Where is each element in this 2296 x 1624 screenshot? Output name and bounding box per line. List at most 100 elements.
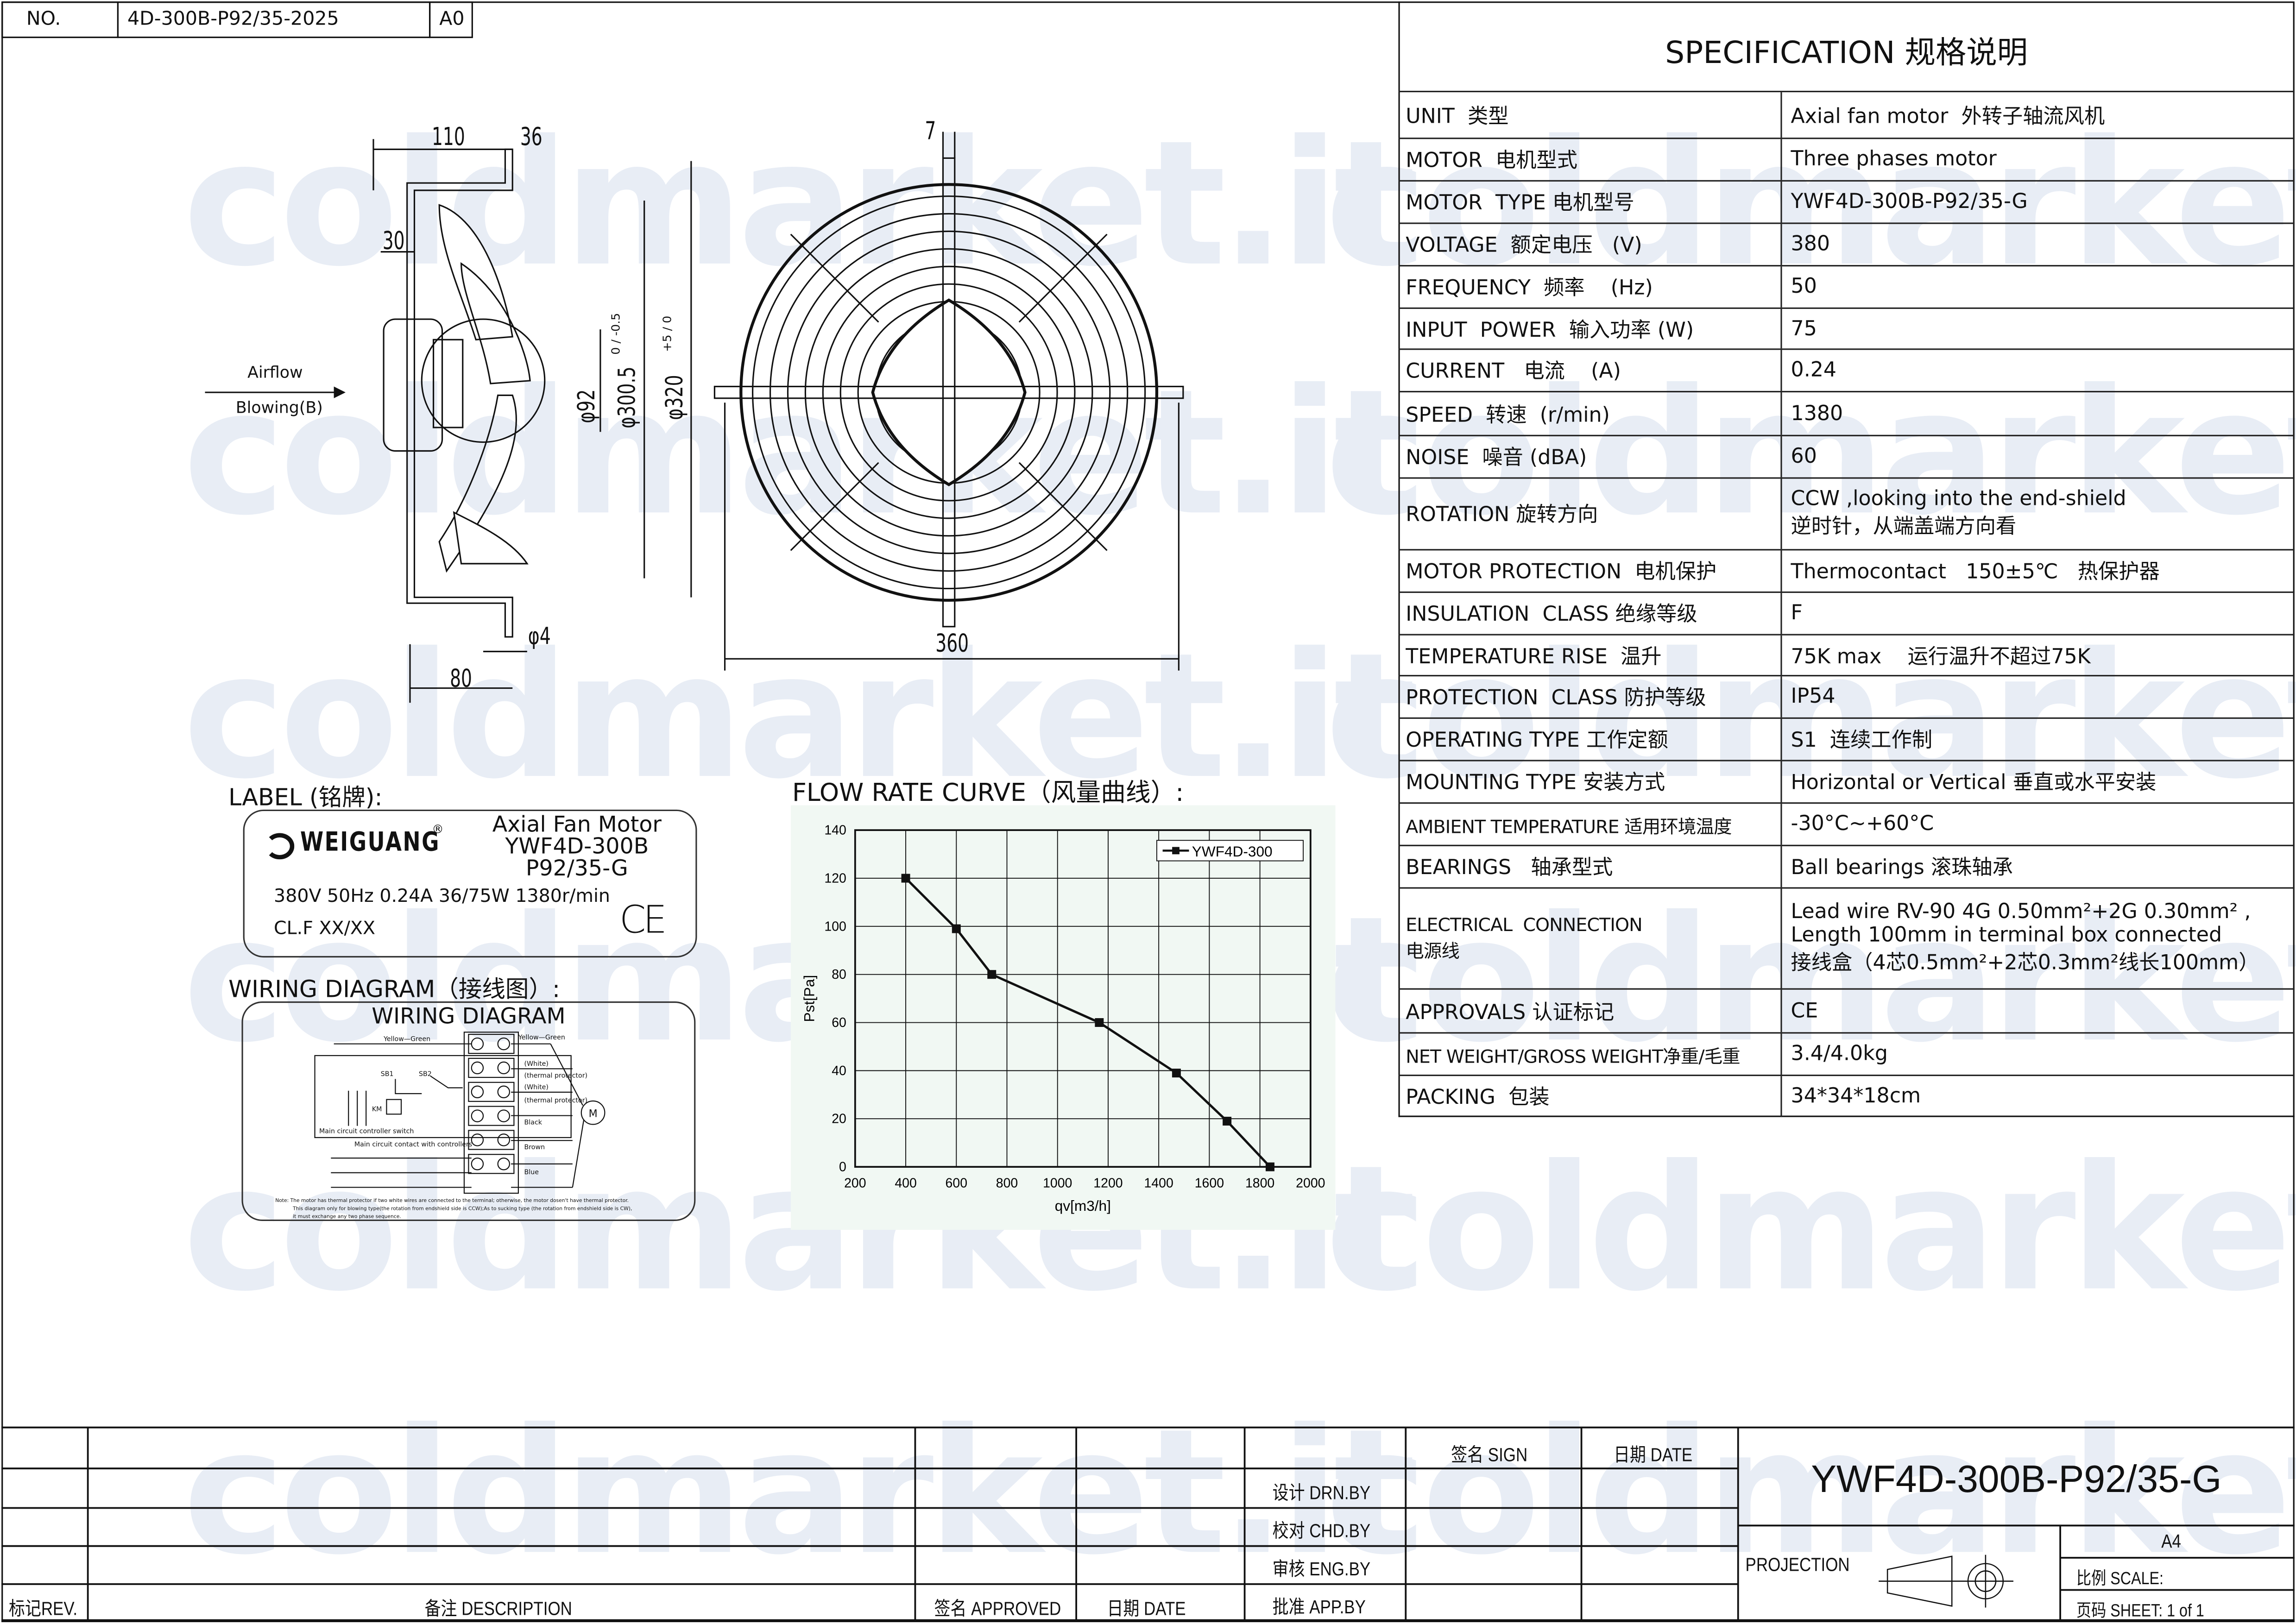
nameplate-ratings: 380V 50Hz 0.24A 36/75W 1380r/min — [274, 884, 610, 906]
terminal-screw-icon — [471, 1158, 484, 1171]
approved-by: 批准 APP.BY — [1272, 1596, 1366, 1618]
spec-label: NET WEIGHT/GROSS WEIGHT净重/毛重 — [1406, 1045, 1740, 1067]
x-tick-label: 1000 — [1043, 1176, 1072, 1190]
spec-row: CURRENT 电流 (A) 0.24 — [1398, 348, 2295, 391]
x-tick-label: 600 — [946, 1176, 967, 1190]
watermark: coldmarket.it — [1325, 1127, 2296, 1329]
spec-row: NET WEIGHT/GROSS WEIGHT净重/毛重 3.4/4.0kg — [1398, 1032, 2295, 1075]
spec-value-line: 逆时针，从端盖端方向看 — [1791, 515, 2017, 539]
spec-value-line: Horizontal or Vertical 垂直或水平安装 — [1791, 771, 2157, 795]
spec-label: TEMPERATURE RISE 温升 — [1406, 645, 1662, 668]
engineered-by: 审核 ENG.BY — [1272, 1557, 1371, 1580]
spec-value-line: 50 — [1791, 275, 1817, 299]
wire-black: Black — [524, 1119, 542, 1126]
spec-row: MOTOR 电机型式 Three phases motor — [1398, 138, 2295, 180]
watermark: coldmarket.it — [183, 102, 1416, 305]
spec-label: VOLTAGE 额定电压 (V) — [1406, 234, 1642, 258]
x-tick-label: 1200 — [1093, 1176, 1123, 1190]
column-divider — [1780, 308, 1782, 349]
column-divider — [1780, 846, 1782, 888]
spec-label: APPROVALS 认证标记 — [1406, 1001, 1615, 1024]
checked-by: 校对 CHD.BY — [1272, 1519, 1371, 1542]
spec-value: CCW ,looking into the end-shield 逆时针，从端盖端… — [1791, 479, 2126, 549]
spec-label: INPUT POWER 输入功率 (W) — [1406, 318, 1694, 342]
legend-marker — [1172, 847, 1180, 855]
column-divider — [1780, 478, 1782, 549]
date-header: 日期 DATE — [1107, 1597, 1186, 1619]
weiguang-logo-icon — [265, 833, 295, 860]
chart-background — [790, 805, 1336, 1230]
wiring-note-3: it must exchange any two phase sequence. — [293, 1214, 401, 1220]
spec-value-line: Ball bearings 滚珠轴承 — [1791, 856, 2013, 880]
spec-label: CURRENT 电流 (A) — [1406, 360, 1621, 384]
spec-value: 75 — [1791, 309, 1817, 348]
data-point — [1223, 1116, 1232, 1126]
spec-value-line: 75 — [1791, 317, 1817, 340]
column-divider — [1780, 989, 1782, 1032]
terminal-screw-icon — [471, 1085, 484, 1098]
column-divider — [1780, 718, 1782, 760]
nameplate: WEIGUANG ® Axial Fan Motor YWF4D-300B P9… — [243, 809, 697, 958]
watermark: coldmarket.it — [183, 615, 1416, 817]
spec-value: 1380 — [1791, 392, 1843, 435]
spec-row: INPUT POWER 输入功率 (W) 75 — [1398, 307, 2295, 349]
x-tick-label: 2000 — [1296, 1176, 1325, 1190]
dim-7: 7 — [925, 117, 936, 147]
terminal-screw-icon — [497, 1158, 511, 1171]
column-divider — [1780, 1033, 1782, 1075]
spec-row: SPEED 转速 (r/min) 1380 — [1398, 390, 2295, 435]
spec-value-line: Three phases motor — [1791, 148, 1997, 171]
spec-row: PACKING 包装 34*34*18cm — [1398, 1074, 2295, 1117]
spec-label: NOISE 噪音 (dBA) — [1406, 447, 1587, 470]
column-divider — [1780, 392, 1782, 435]
watermark: coldmarket.it — [1325, 102, 2296, 305]
wiring-heading: WIRING DIAGRAM（接线图）: — [228, 975, 561, 1003]
column-divider — [1780, 436, 1782, 478]
x-tick-label: 1400 — [1144, 1176, 1173, 1190]
y-tick-label: 120 — [824, 871, 846, 886]
data-point — [1172, 1069, 1181, 1078]
nameplate-model: Axial Fan Motor YWF4D-300B P92/35-G — [467, 813, 687, 880]
column-divider — [1780, 593, 1782, 634]
paper-size: A4 — [2161, 1530, 2181, 1552]
y-tick-label: 60 — [832, 1015, 846, 1030]
spec-value: 0.24 — [1791, 350, 1837, 390]
spec-value: F — [1791, 593, 1803, 634]
spec-row: MOTOR PROTECTION 电机保护 Thermocontact 150±5… — [1398, 549, 2295, 592]
data-point — [901, 874, 910, 883]
spec-value-line: IP54 — [1791, 685, 1836, 709]
description-header: 备注 DESCRIPTION — [424, 1597, 572, 1619]
drawing-number: 4D-300B-P92/35-2025 — [117, 1, 431, 38]
y-axis-label: Pst[Pa] — [801, 975, 817, 1022]
spec-label: MOTOR 电机型式 — [1406, 149, 1578, 173]
x-tick-label: 1800 — [1245, 1176, 1274, 1190]
spec-row: INSULATION CLASS 绝缘等级 F — [1398, 591, 2295, 634]
dim-80: 80 — [450, 664, 472, 694]
watermark: coldmarket.it — [1325, 351, 2296, 554]
spec-value: 34*34*18cm — [1791, 1076, 1921, 1117]
spec-value-line: F — [1791, 602, 1803, 625]
dim-phi300-tolerance: 0 / -0.5 — [609, 313, 623, 355]
wiring-note-1: Note: The motor has thermal protector if… — [275, 1197, 629, 1203]
spec-value: IP54 — [1791, 676, 1836, 717]
nameplate-line2: YWF4D-300B — [505, 833, 649, 860]
x-tick-label: 400 — [895, 1176, 916, 1190]
wire-white-1: (White) — [524, 1060, 549, 1068]
spec-row: ROTATION 旋转方向 CCW ,looking into the end-s… — [1398, 477, 2295, 549]
spec-row: ELECTRICAL CONNECTION 电源线 Lead wire RV-90… — [1398, 887, 2295, 988]
label-heading: LABEL (铭牌): — [228, 783, 383, 812]
terminal-screw-icon — [497, 1061, 511, 1075]
column-divider — [1780, 550, 1782, 592]
nameplate-class: CL.F XX/XX — [274, 916, 376, 939]
column-divider — [1780, 350, 1782, 391]
spec-value-line: 380 — [1791, 233, 1830, 257]
brand-name: WEIGUANG — [300, 827, 441, 858]
sheet-label: 页码 SHEET: 1 of 1 — [2076, 1600, 2204, 1621]
spec-row: FREQUENCY 频率 (Hz) 50 — [1398, 265, 2295, 308]
dim-36: 36 — [520, 123, 542, 152]
column-divider — [1780, 181, 1782, 223]
model-title: YWF4D-300B-P92/35-G — [1811, 1456, 2222, 1501]
km-label: KM — [372, 1106, 382, 1113]
spec-label: SPEED 转速 (r/min) — [1406, 403, 1610, 427]
